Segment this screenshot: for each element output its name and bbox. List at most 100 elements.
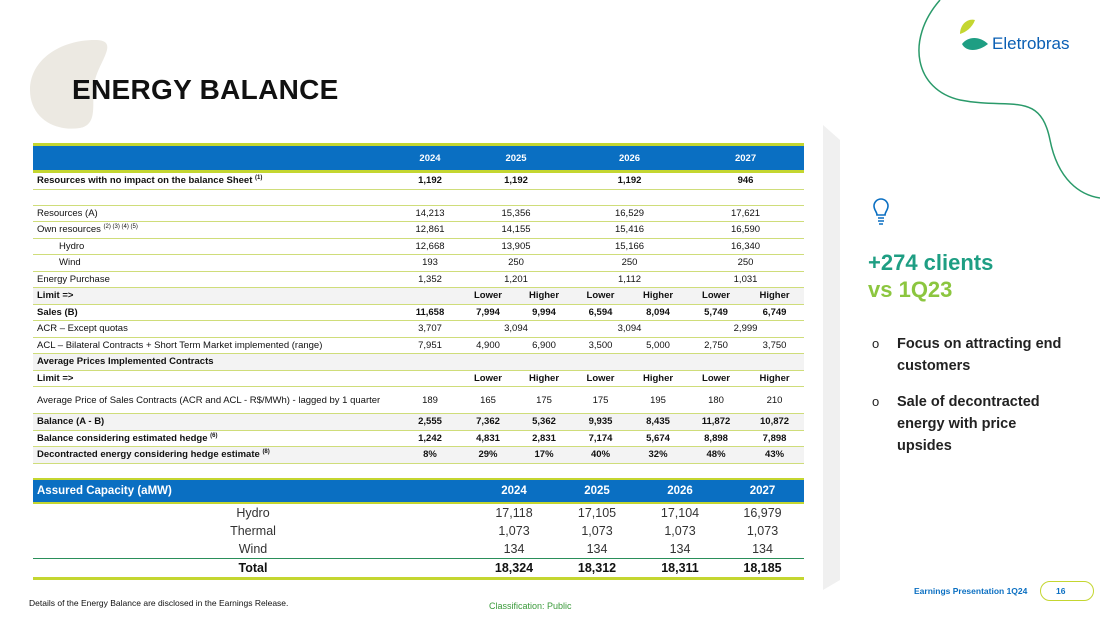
row-label: Sales (B) <box>33 304 400 321</box>
page-number: 16 <box>1040 581 1094 601</box>
cell: 210 <box>745 386 805 414</box>
cell: 7,898 <box>745 430 805 447</box>
cell: 15,416 <box>572 221 688 239</box>
row-label: Decontracted energy considering hedge es… <box>33 446 400 464</box>
cell: 12,668 <box>400 238 460 255</box>
cell: 250 <box>687 254 805 272</box>
cell <box>400 287 460 305</box>
row-label-text: Energy Purchase <box>37 273 110 285</box>
cell: 43% <box>745 446 805 464</box>
cell: 7,174 <box>572 430 630 447</box>
row-label: Hydro <box>33 238 400 255</box>
row-label: Balance considering estimated hedge (6) <box>33 430 400 447</box>
cell: 7,994 <box>460 304 516 321</box>
cell: 16,979 <box>743 506 782 520</box>
row-label: Own resources (2) (3) (4) (5) <box>33 221 400 239</box>
table-row: Hydro 12,668 13,905 15,166 16,340 <box>33 238 805 255</box>
year-header: 2025 <box>555 478 639 504</box>
row-label-text: Average Price of Sales Contracts (ACR an… <box>37 394 381 406</box>
footnote-ref: (8) <box>262 449 270 456</box>
table-row: Decontracted energy considering hedge es… <box>33 446 805 464</box>
cell: 195 <box>629 386 688 414</box>
table-row: Own resources (2) (3) (4) (5) 12,861 14,15… <box>33 221 805 239</box>
table-row: Balance (A - B) 2,555 7,362 5,362 9,935 8,435… <box>33 413 805 431</box>
table-row: Resources (A) 14,213 15,356 16,529 17,621 <box>33 205 805 222</box>
cell: Lower <box>572 287 630 305</box>
table-row: Wind 134 134 134 134 <box>33 540 804 559</box>
cell <box>33 189 805 206</box>
table-row: ACR – Except quotas 3,707 3,094 3,094 2,999 <box>33 320 805 338</box>
row-label: Hydro <box>236 506 270 520</box>
cell: 1,352 <box>400 271 460 288</box>
cell: 11,658 <box>400 304 460 321</box>
bullet: o Sale of decontracted energy with price … <box>872 391 1072 457</box>
highlight-line: vs 1Q23 <box>868 277 953 302</box>
assured-capacity-table: Assured Capacity (aMW) 2024 2025 2026 2027 Hy… <box>33 478 804 580</box>
cell: 175 <box>516 386 573 414</box>
footnote: Details of the Energy Balance are disclo… <box>29 598 289 608</box>
cell: 7,362 <box>460 413 516 431</box>
cell: Lower <box>460 370 516 387</box>
cell: 165 <box>460 386 516 414</box>
cell: Lower <box>687 370 746 387</box>
cell: 1,031 <box>687 271 805 288</box>
cell: 3,707 <box>400 320 460 338</box>
cell: 2,999 <box>687 320 805 338</box>
cell: 8,898 <box>687 430 746 447</box>
cell <box>400 370 460 387</box>
cell: 9,935 <box>572 413 630 431</box>
cell: 1,201 <box>460 271 573 288</box>
row-label: Resources with no impact on the balance … <box>33 171 400 190</box>
cell: 5,674 <box>629 430 688 447</box>
cell: 13,905 <box>460 238 573 255</box>
row-label-text: Decontracted energy considering hedge es… <box>37 449 260 461</box>
cell: Higher <box>629 287 688 305</box>
table-row: Hydro 17,118 17,105 17,104 16,979 <box>33 503 804 522</box>
spacer-row <box>33 189 805 206</box>
cell: Higher <box>629 370 688 387</box>
table-row: Wind 193 250 250 250 <box>33 254 805 272</box>
cell: 250 <box>572 254 688 272</box>
table-row: Limit => Lower Higher Lower Higher Lower Highe… <box>33 287 805 305</box>
logo-text: Eletrobras <box>992 34 1070 53</box>
cell: Lower <box>572 370 630 387</box>
cell: 16,340 <box>687 238 805 255</box>
cell: 180 <box>687 386 746 414</box>
cell: 193 <box>400 254 460 272</box>
cell: 5,362 <box>516 413 573 431</box>
table-row: Limit => Lower Higher Lower Higher Lower Highe… <box>33 370 805 387</box>
cell: 2,750 <box>687 337 746 354</box>
row-label-text: ACL – Bilateral Contracts + Short Term M… <box>37 339 323 351</box>
cell: 2,831 <box>516 430 573 447</box>
table-row: Average Price of Sales Contracts (ACR an… <box>33 386 805 414</box>
header-row: 2024 2025 2026 2027 <box>33 143 805 173</box>
cell: Higher <box>745 287 805 305</box>
cell: 18,311 <box>639 558 721 580</box>
cell: 17,118 <box>495 506 533 520</box>
row-label-text: Resources with no impact on the balance … <box>37 175 253 187</box>
cell: 17% <box>516 446 573 464</box>
cell: 3,500 <box>572 337 630 354</box>
cell: 189 <box>400 386 460 414</box>
year-header: 2025 <box>460 143 573 173</box>
year-header: 2027 <box>721 478 804 504</box>
row-label-text: Resources (A) <box>37 207 98 219</box>
row-label-text: Balance considering estimated hedge <box>37 432 208 444</box>
cell: 175 <box>572 386 630 414</box>
cell: 15,356 <box>460 205 573 222</box>
row-label: Limit => <box>33 287 400 305</box>
header-row: Assured Capacity (aMW) 2024 2025 2026 2027 <box>33 478 804 504</box>
row-label-text: Limit => <box>37 290 74 302</box>
year-header: 2024 <box>473 478 555 504</box>
cell: 4,831 <box>460 430 516 447</box>
cell: 250 <box>460 254 573 272</box>
cell: 134 <box>586 542 608 556</box>
cell: 14,213 <box>400 205 460 222</box>
row-label-text: ACR – Except quotas <box>37 323 128 335</box>
cell: 6,749 <box>745 304 805 321</box>
cell: 32% <box>629 446 688 464</box>
cell: 17,104 <box>660 506 700 520</box>
row-label-text: Average Prices Implemented Contracts <box>37 356 214 368</box>
